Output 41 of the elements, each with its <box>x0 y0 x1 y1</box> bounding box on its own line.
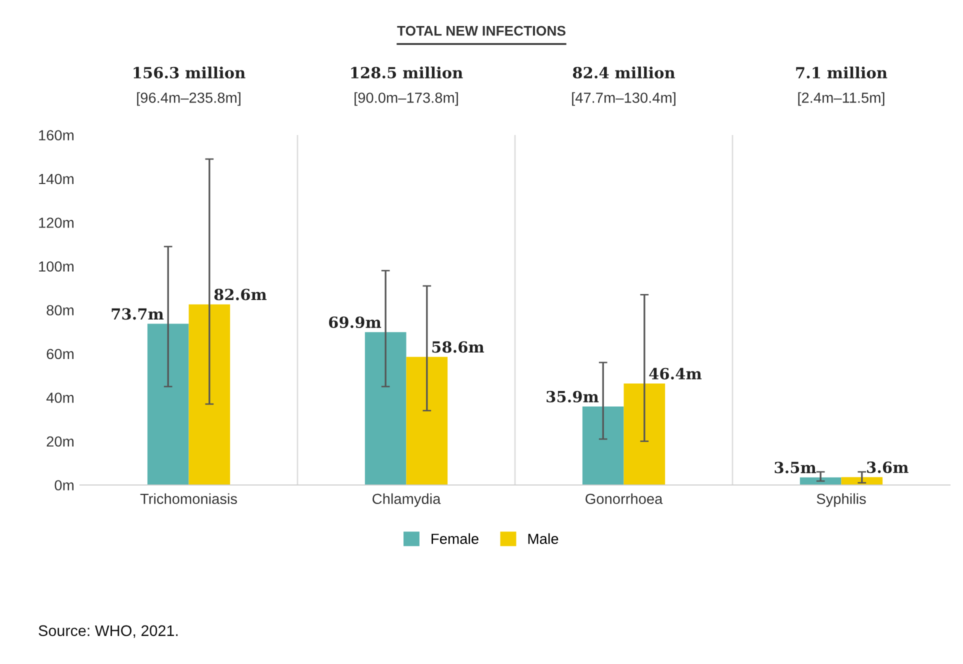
bar <box>147 324 189 485</box>
bar <box>188 304 230 485</box>
x-tick-label: Gonorrhoea <box>586 493 663 504</box>
text: [96.4m–235.8m] <box>137 92 240 106</box>
bar <box>364 332 406 485</box>
legend-label: Male <box>528 533 558 544</box>
text: 82.4 million <box>572 66 676 78</box>
x-tick-label: Trichomoniasis <box>140 493 237 504</box>
y-tick-label: 60m <box>46 348 74 360</box>
y-tick-label: 40m <box>46 392 74 403</box>
text: 156.3 million <box>134 66 246 78</box>
data-label: 3.6m <box>867 462 908 474</box>
bar <box>800 477 842 485</box>
x-tick-label: Syphilis <box>816 493 866 507</box>
bar <box>406 356 448 485</box>
x-tick-label: Chlamydia <box>372 493 441 507</box>
data-label: 3.5m <box>774 462 816 474</box>
text: [47.7m–130.4m] <box>572 92 676 106</box>
source-note: Source: WHO, 2021. <box>38 625 178 638</box>
bar <box>582 406 624 485</box>
bar <box>624 384 666 485</box>
data-label: 73.7m <box>112 308 164 320</box>
data-label: 35.9m <box>546 390 599 402</box>
text: 7.1 million <box>796 66 888 78</box>
y-tick-label: 160m <box>39 130 74 140</box>
y-tick-label: 140m <box>39 174 74 184</box>
y-tick-label: 20m <box>46 436 74 447</box>
data-label: 46.4m <box>649 368 702 380</box>
text: [2.4m–11.5m] <box>798 92 884 106</box>
chart-title: TOTAL NEW INFECTIONS <box>397 26 566 36</box>
text: [90.0m–173.8m] <box>354 92 458 106</box>
data-label: 82.6m <box>214 288 267 300</box>
y-tick-label: 80m <box>46 305 74 316</box>
y-tick-label: 100m <box>39 261 74 272</box>
y-tick-label: 120m <box>39 218 74 228</box>
bar <box>841 477 883 485</box>
data-label: 58.6m <box>432 341 484 353</box>
y-tick-label: 0m <box>54 480 74 490</box>
text: 128.5 million <box>351 66 463 78</box>
legend-label: Female <box>432 533 478 544</box>
data-label: 69.9m <box>329 316 382 328</box>
